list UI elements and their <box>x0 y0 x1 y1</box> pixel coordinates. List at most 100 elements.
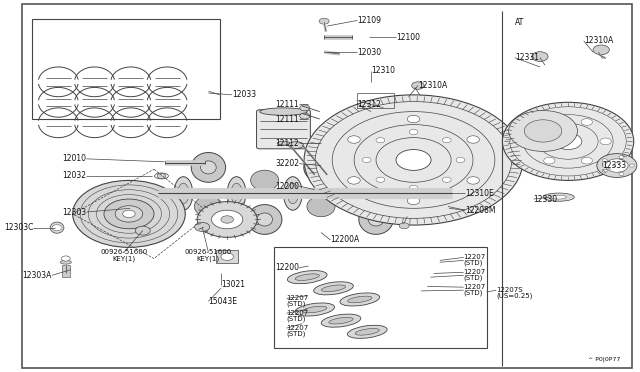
Circle shape <box>543 119 555 125</box>
Circle shape <box>525 138 536 145</box>
Text: 12207: 12207 <box>287 295 309 301</box>
Text: 12333: 12333 <box>602 161 627 170</box>
Text: 12303C: 12303C <box>4 223 33 232</box>
Circle shape <box>600 138 611 145</box>
Ellipse shape <box>344 183 355 204</box>
Text: 00926-51600: 00926-51600 <box>100 249 148 255</box>
Text: 12033: 12033 <box>232 90 256 99</box>
Ellipse shape <box>257 213 273 226</box>
Text: (STD): (STD) <box>463 260 483 266</box>
Circle shape <box>304 95 523 225</box>
Circle shape <box>581 119 593 125</box>
Text: KEY(1): KEY(1) <box>197 255 220 262</box>
Circle shape <box>597 154 637 177</box>
Text: 12312: 12312 <box>357 100 381 109</box>
Circle shape <box>52 225 62 231</box>
Ellipse shape <box>340 177 358 210</box>
Circle shape <box>399 223 409 229</box>
Text: 12200A: 12200A <box>330 235 360 244</box>
Circle shape <box>467 136 479 143</box>
Ellipse shape <box>355 328 380 335</box>
Circle shape <box>376 177 385 182</box>
Circle shape <box>502 102 634 180</box>
Text: (US=0.25): (US=0.25) <box>496 292 532 299</box>
Circle shape <box>376 138 385 143</box>
Circle shape <box>407 115 420 123</box>
Text: 12111: 12111 <box>275 100 299 109</box>
Text: 12207: 12207 <box>287 310 309 316</box>
Text: (STD): (STD) <box>287 315 306 322</box>
Circle shape <box>532 52 548 61</box>
Text: 12100: 12100 <box>396 33 420 42</box>
Circle shape <box>319 18 329 24</box>
Circle shape <box>442 138 451 143</box>
Circle shape <box>157 173 166 179</box>
Circle shape <box>348 136 360 143</box>
Text: 12207: 12207 <box>463 254 486 260</box>
Circle shape <box>221 216 234 223</box>
Ellipse shape <box>231 183 242 204</box>
FancyBboxPatch shape <box>257 110 310 149</box>
Circle shape <box>412 82 424 89</box>
Circle shape <box>212 210 243 229</box>
Ellipse shape <box>359 205 393 234</box>
Text: 32202: 32202 <box>275 159 299 168</box>
Ellipse shape <box>304 153 338 182</box>
Bar <box>274 247 487 348</box>
Ellipse shape <box>289 142 303 148</box>
Ellipse shape <box>340 293 380 306</box>
Bar <box>32 19 220 119</box>
Circle shape <box>123 210 135 218</box>
Ellipse shape <box>295 274 319 280</box>
Circle shape <box>602 169 607 172</box>
Ellipse shape <box>543 193 574 201</box>
Ellipse shape <box>316 173 326 177</box>
Circle shape <box>73 180 185 247</box>
Ellipse shape <box>155 173 168 179</box>
Circle shape <box>467 177 479 184</box>
Text: 12303: 12303 <box>62 208 86 217</box>
Circle shape <box>619 155 624 158</box>
Circle shape <box>456 157 465 163</box>
Text: 12032: 12032 <box>63 171 86 180</box>
Text: 12109: 12109 <box>357 16 381 25</box>
Ellipse shape <box>248 205 282 234</box>
Circle shape <box>61 256 70 261</box>
Text: (STD): (STD) <box>463 289 483 296</box>
Ellipse shape <box>319 137 338 144</box>
Bar <box>62 265 70 277</box>
Ellipse shape <box>551 195 566 199</box>
Text: 12207: 12207 <box>287 325 309 331</box>
Text: 12112: 12112 <box>275 139 299 148</box>
Text: 00926-51600: 00926-51600 <box>185 249 232 255</box>
Text: AT: AT <box>515 18 524 27</box>
Ellipse shape <box>287 270 327 284</box>
Text: 12030: 12030 <box>357 48 381 57</box>
Ellipse shape <box>313 161 329 174</box>
Ellipse shape <box>329 317 353 324</box>
Circle shape <box>115 206 143 222</box>
Ellipse shape <box>277 141 290 145</box>
Ellipse shape <box>60 260 72 264</box>
Circle shape <box>221 253 234 260</box>
Text: 12310E: 12310E <box>465 189 493 198</box>
Circle shape <box>554 133 582 150</box>
Circle shape <box>442 177 451 182</box>
Circle shape <box>135 226 150 235</box>
Ellipse shape <box>200 161 216 174</box>
Text: 12111: 12111 <box>275 115 299 124</box>
Ellipse shape <box>310 170 332 180</box>
Text: 12303A: 12303A <box>22 271 52 280</box>
Text: 12207S: 12207S <box>496 287 523 293</box>
Ellipse shape <box>195 196 223 217</box>
Circle shape <box>605 159 628 172</box>
Ellipse shape <box>295 303 335 316</box>
Circle shape <box>300 105 310 111</box>
Ellipse shape <box>314 282 353 295</box>
Circle shape <box>509 110 577 151</box>
Text: KEY(1): KEY(1) <box>113 255 136 262</box>
Ellipse shape <box>368 213 384 226</box>
Circle shape <box>317 161 332 170</box>
Ellipse shape <box>393 177 412 210</box>
Ellipse shape <box>191 153 226 182</box>
